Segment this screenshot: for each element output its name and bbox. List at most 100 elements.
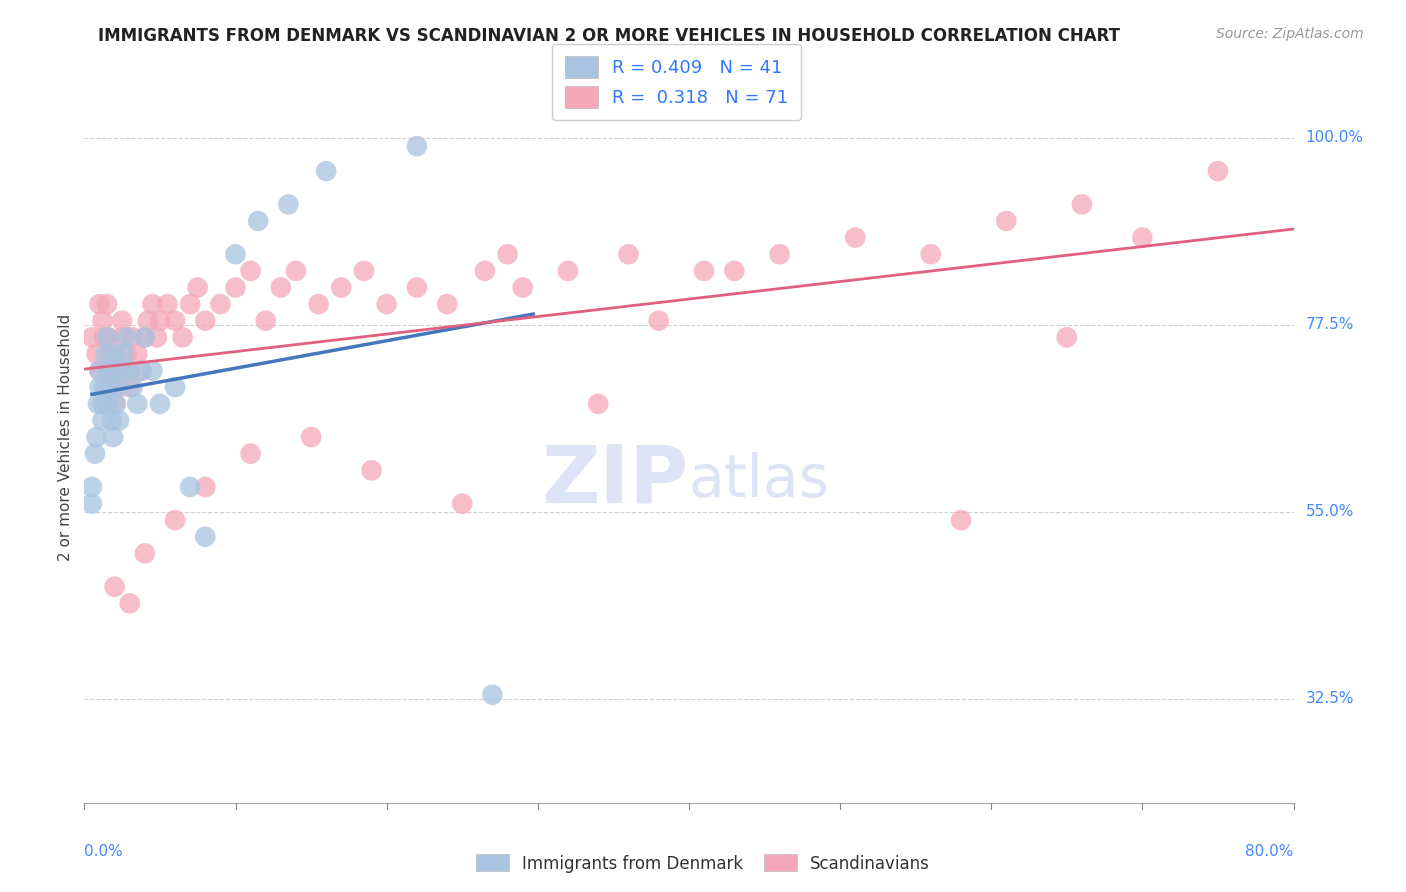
Point xyxy=(920,247,942,261)
Point xyxy=(436,297,458,311)
Point xyxy=(96,397,118,411)
Text: 100.0%: 100.0% xyxy=(1306,130,1364,145)
Point xyxy=(146,330,169,344)
Point xyxy=(209,297,232,311)
Point xyxy=(187,280,209,294)
Point xyxy=(118,596,141,610)
Text: 80.0%: 80.0% xyxy=(1246,845,1294,859)
Point xyxy=(93,330,115,344)
Point xyxy=(995,214,1018,228)
Point xyxy=(86,347,108,361)
Point xyxy=(80,497,103,511)
Point xyxy=(225,280,247,294)
Point xyxy=(844,230,866,244)
Text: IMMIGRANTS FROM DENMARK VS SCANDINAVIAN 2 OR MORE VEHICLES IN HOUSEHOLD CORRELAT: IMMIGRANTS FROM DENMARK VS SCANDINAVIAN … xyxy=(98,27,1121,45)
Legend: Immigrants from Denmark, Scandinavians: Immigrants from Denmark, Scandinavians xyxy=(470,847,936,880)
Point xyxy=(105,397,128,411)
Point xyxy=(141,363,163,377)
Point xyxy=(451,497,474,511)
Point xyxy=(648,314,671,328)
Point xyxy=(277,197,299,211)
Point xyxy=(104,397,127,411)
Point xyxy=(693,264,716,278)
Point xyxy=(179,297,201,311)
Point xyxy=(353,264,375,278)
Point xyxy=(165,513,187,527)
Point xyxy=(100,413,122,427)
Point xyxy=(360,463,382,477)
Point xyxy=(98,363,121,377)
Point xyxy=(80,480,103,494)
Point xyxy=(111,363,134,377)
Point xyxy=(950,513,973,527)
Point xyxy=(1130,230,1153,244)
Point xyxy=(149,314,172,328)
Point xyxy=(239,264,262,278)
Point xyxy=(115,347,138,361)
Point xyxy=(141,297,163,311)
Point xyxy=(111,330,134,344)
Text: Source: ZipAtlas.com: Source: ZipAtlas.com xyxy=(1216,27,1364,41)
Point xyxy=(172,330,194,344)
Point xyxy=(107,380,129,394)
Point xyxy=(481,688,503,702)
Point xyxy=(91,413,114,427)
Point xyxy=(131,363,153,377)
Text: 0.0%: 0.0% xyxy=(84,845,124,859)
Text: 55.0%: 55.0% xyxy=(1306,504,1354,519)
Point xyxy=(496,247,519,261)
Point xyxy=(156,297,179,311)
Point xyxy=(474,264,496,278)
Text: atlas: atlas xyxy=(689,452,830,509)
Point xyxy=(1056,330,1078,344)
Legend: R = 0.409   N = 41, R =  0.318   N = 71: R = 0.409 N = 41, R = 0.318 N = 71 xyxy=(553,44,801,120)
Point xyxy=(108,413,131,427)
Point xyxy=(111,314,134,328)
Point xyxy=(285,264,308,278)
Point xyxy=(104,363,127,377)
Point xyxy=(165,380,187,394)
Point xyxy=(112,347,135,361)
Point xyxy=(134,330,156,344)
Point xyxy=(97,363,120,377)
Point xyxy=(194,314,217,328)
Point xyxy=(118,380,141,394)
Point xyxy=(89,380,111,394)
Point xyxy=(299,430,322,444)
Point xyxy=(134,330,156,344)
Point xyxy=(1071,197,1094,211)
Point xyxy=(134,546,156,560)
Point xyxy=(98,380,121,394)
Text: 77.5%: 77.5% xyxy=(1306,318,1354,333)
Point xyxy=(96,330,118,344)
Point xyxy=(104,347,127,361)
Text: 32.5%: 32.5% xyxy=(1306,691,1354,706)
Point xyxy=(315,164,337,178)
Point xyxy=(89,297,111,311)
Point xyxy=(179,480,201,494)
Point xyxy=(512,280,534,294)
Point xyxy=(87,397,110,411)
Point xyxy=(1206,164,1229,178)
Point xyxy=(93,380,115,394)
Point xyxy=(80,330,103,344)
Point xyxy=(375,297,398,311)
Point xyxy=(406,280,429,294)
Point xyxy=(91,397,114,411)
Point xyxy=(617,247,640,261)
Y-axis label: 2 or more Vehicles in Household: 2 or more Vehicles in Household xyxy=(58,313,73,561)
Point xyxy=(89,363,111,377)
Point xyxy=(270,280,292,294)
Point xyxy=(723,264,745,278)
Point xyxy=(107,380,129,394)
Point xyxy=(94,347,117,361)
Point xyxy=(557,264,579,278)
Point xyxy=(100,347,122,361)
Point xyxy=(165,314,187,328)
Point xyxy=(86,430,108,444)
Point xyxy=(330,280,353,294)
Point xyxy=(131,363,153,377)
Point xyxy=(118,363,141,377)
Point xyxy=(115,330,138,344)
Point xyxy=(127,347,149,361)
